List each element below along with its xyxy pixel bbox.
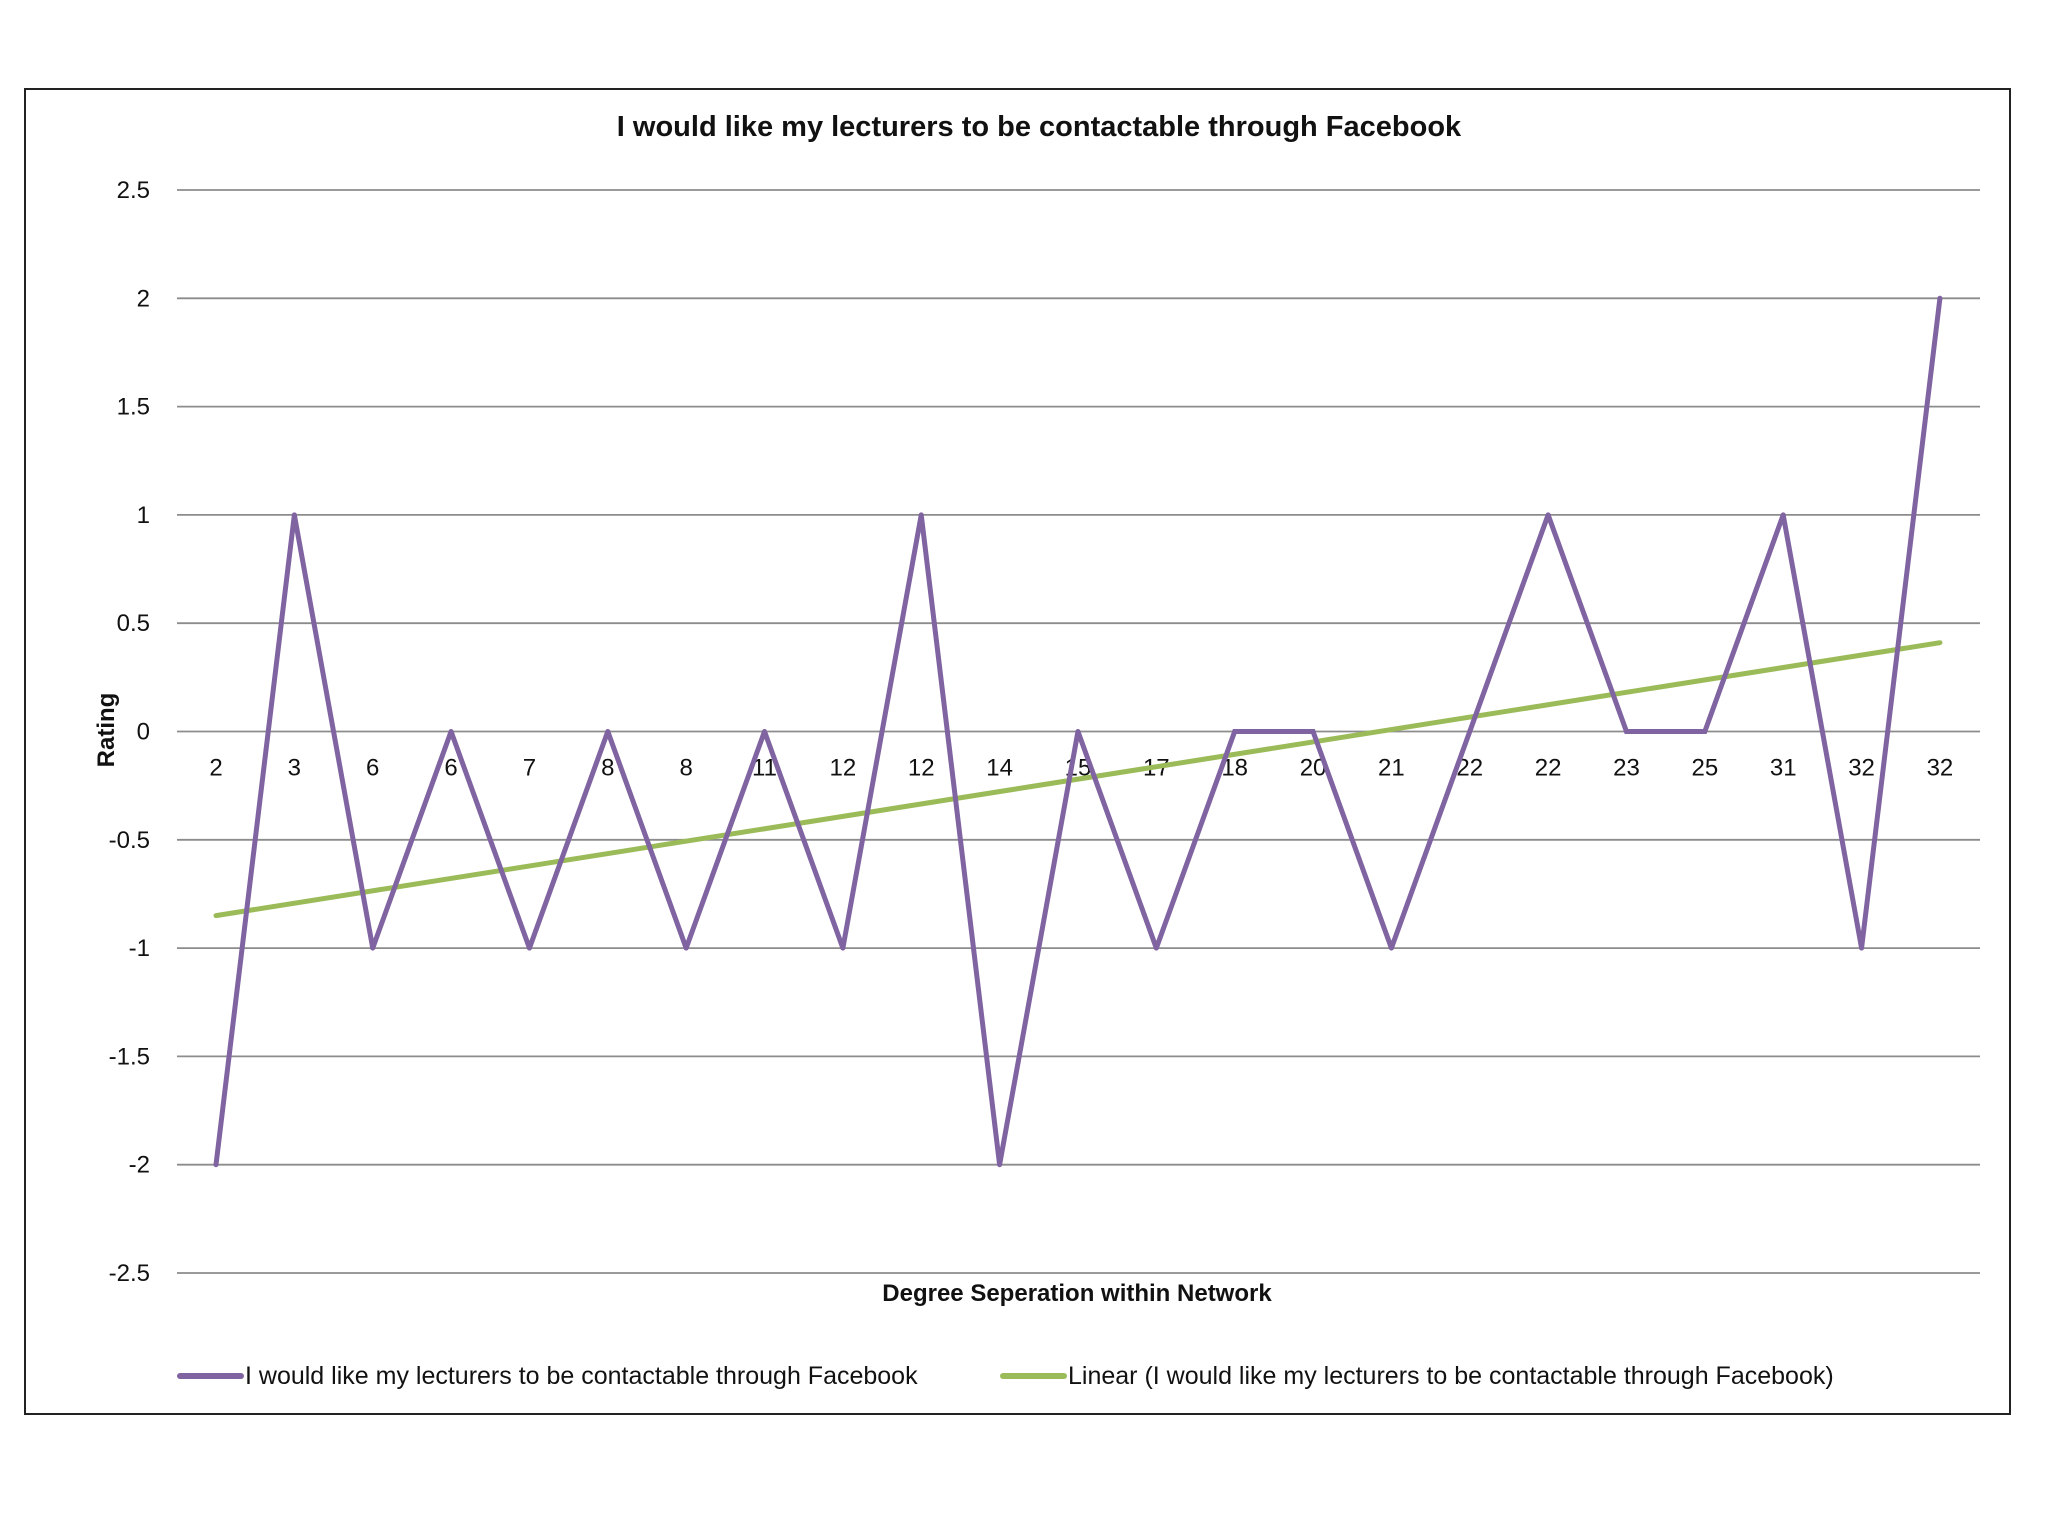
trendline xyxy=(213,640,1943,919)
data-point xyxy=(605,729,611,734)
y-tick-label: -1 xyxy=(129,935,150,962)
x-tick-label: 2 xyxy=(209,755,222,782)
data-point xyxy=(1545,512,1551,518)
data-point xyxy=(1623,729,1629,734)
data-point xyxy=(1937,295,1943,301)
data-point xyxy=(526,945,532,951)
data-point xyxy=(213,1162,219,1168)
y-tick-label: 1.5 xyxy=(117,394,150,421)
y-tick-label: -2 xyxy=(129,1152,150,1179)
legend-label-trendline: Linear (I would like my lecturers to be … xyxy=(1068,1362,1834,1390)
x-tick-label: 21 xyxy=(1378,755,1405,782)
data-point xyxy=(370,945,376,951)
data-point xyxy=(1153,945,1159,951)
x-tick-label: 12 xyxy=(830,755,857,782)
x-tick-label: 22 xyxy=(1535,755,1562,782)
x-tick-label: 23 xyxy=(1613,755,1640,782)
data-point xyxy=(1388,945,1394,951)
x-tick-label: 8 xyxy=(679,755,692,782)
x-tick-label: 6 xyxy=(444,755,457,782)
x-tick-label: 31 xyxy=(1770,755,1797,782)
data-point xyxy=(683,945,689,951)
data-point xyxy=(1232,729,1238,734)
y-tick-label: 0 xyxy=(137,719,150,746)
legend-label-series: I would like my lecturers to be contacta… xyxy=(245,1362,918,1390)
x-tick-label: 3 xyxy=(288,755,301,782)
series-lines xyxy=(213,295,1943,1168)
y-axis-ticks: 2.5 2 1.5 1 0.5 0 -0.5 -1 -1.5 -2 -2.5 xyxy=(109,177,150,1287)
data-point xyxy=(448,729,454,734)
data-point xyxy=(1702,729,1708,734)
data-point xyxy=(1467,729,1473,734)
legend: I would like my lecturers to be contacta… xyxy=(177,1362,1834,1390)
y-tick-label: 0.5 xyxy=(117,610,150,637)
data-point xyxy=(291,512,297,518)
x-axis-label: Degree Seperation within Network xyxy=(882,1280,1272,1307)
x-tick-label: 8 xyxy=(601,755,614,782)
data-point xyxy=(1310,729,1316,734)
x-tick-label: 6 xyxy=(366,755,379,782)
chart-frame: I would like my lecturers to be contacta… xyxy=(24,88,2011,1415)
x-tick-label: 32 xyxy=(1848,755,1875,782)
line-chart: I would like my lecturers to be contacta… xyxy=(93,111,1980,1390)
x-tick-label: 32 xyxy=(1927,755,1954,782)
data-point xyxy=(840,945,846,951)
data-point xyxy=(1859,945,1865,951)
data-point xyxy=(1075,729,1081,734)
y-tick-label: 1 xyxy=(137,502,150,529)
x-tick-label: 12 xyxy=(908,755,935,782)
x-tick-label: 14 xyxy=(986,755,1013,782)
data-point xyxy=(1780,512,1786,518)
x-tick-label: 7 xyxy=(523,755,536,782)
data-point xyxy=(762,729,768,734)
y-tick-label: 2 xyxy=(137,285,150,312)
data-point xyxy=(918,512,924,518)
data-point xyxy=(997,1162,1003,1168)
y-tick-label: 2.5 xyxy=(117,177,150,204)
y-tick-label: -1.5 xyxy=(109,1043,150,1070)
chart-title: I would like my lecturers to be contacta… xyxy=(617,111,1462,143)
y-tick-label: -2.5 xyxy=(109,1260,150,1287)
y-tick-label: -0.5 xyxy=(109,827,150,854)
x-tick-label: 25 xyxy=(1691,755,1718,782)
x-axis-ticks: 236678811121214151718202122222325313232 xyxy=(209,755,1953,782)
y-axis-label: Rating xyxy=(93,693,120,768)
